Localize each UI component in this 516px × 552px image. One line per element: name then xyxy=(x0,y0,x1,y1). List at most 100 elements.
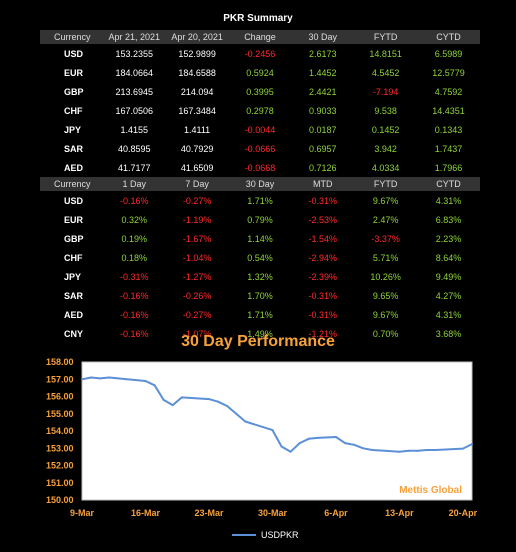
y-tick-label: 156.00 xyxy=(46,392,74,402)
table-cell: 0.3995 xyxy=(246,86,274,97)
x-tick-label: 23-Mar xyxy=(194,508,224,518)
column-header: Currency xyxy=(40,177,103,191)
data-point xyxy=(207,398,210,401)
data-point xyxy=(280,445,283,448)
table-cell: 12.5779 xyxy=(432,67,465,78)
table-cell: 8.64% xyxy=(435,252,462,263)
table-row: EUR 184.0664 184.6588 0.5924 1.4452 4.5452 12.… xyxy=(40,63,480,82)
table-cell: 1.7437 xyxy=(434,143,463,154)
data-point xyxy=(471,443,473,446)
table-cell: 9.49% xyxy=(435,271,462,282)
data-point xyxy=(461,447,464,450)
table-cell: 1.7966 xyxy=(434,162,463,173)
data-point xyxy=(90,376,93,379)
column-header: Apr 21, 2021 xyxy=(102,30,166,44)
table-cell: -0.16% xyxy=(120,195,149,206)
table-row: AED 41.7177 41.6509 -0.0668 0.7126 4.0334 1.79… xyxy=(40,158,480,177)
table-cell: -0.0668 xyxy=(244,162,276,173)
table-cell: 0.18% xyxy=(121,252,148,263)
table-cell: 1.4111 xyxy=(184,124,211,135)
column-header: CYTD xyxy=(417,177,480,191)
table-cell: -0.0044 xyxy=(244,124,276,135)
table-cell: -1.54% xyxy=(308,233,338,244)
rates-table-body: USD 153.2355 152.9899 -0.2456 2.6173 14.8151 6… xyxy=(40,44,480,196)
table-cell: -0.31% xyxy=(120,271,149,282)
table-cell: -1.07% xyxy=(182,328,212,339)
table-cell: -1.27% xyxy=(182,271,212,282)
table-cell: 41.6509 xyxy=(180,162,214,173)
table-cell: -2.94% xyxy=(308,252,338,263)
data-point xyxy=(316,436,319,439)
table-cell: -0.27% xyxy=(182,309,212,320)
x-tick-label: 13-Apr xyxy=(385,508,414,518)
table-cell: 1.32% xyxy=(247,271,273,282)
table-cell: 0.79% xyxy=(247,214,273,225)
table-cell: 9.67% xyxy=(372,195,399,206)
table-row: CHF 0.18% -1.04% 0.54% -2.94% 5.71% 8.64% xyxy=(40,248,480,267)
table-cell: 2.47% xyxy=(372,214,399,225)
table-cell: -0.16% xyxy=(120,290,149,301)
column-header: MTD xyxy=(291,177,355,191)
table-cell: -0.2456 xyxy=(244,48,276,59)
data-point xyxy=(398,450,401,453)
table-cell: -0.16% xyxy=(120,328,149,339)
table-cell: 214.094 xyxy=(180,86,214,97)
table-cell: -3.37% xyxy=(371,233,400,244)
table-cell: 152.9899 xyxy=(178,48,216,59)
table-cell: 1.14% xyxy=(247,233,273,244)
data-point xyxy=(180,396,183,399)
table-cell: 213.6945 xyxy=(115,86,154,97)
table-row: JPY 1.4155 1.4111 -0.0044 0.0187 0.1452 0.1343 xyxy=(40,120,480,139)
table-cell: 41.7177 xyxy=(117,162,151,173)
data-point xyxy=(407,449,410,452)
table-row: SAR -0.16% -0.26% 1.70% -0.31% 9.65% 4.27% xyxy=(40,286,480,305)
data-point xyxy=(371,448,374,451)
table-cell: -0.31% xyxy=(308,309,338,320)
data-point xyxy=(162,398,165,401)
table-cell: 14.8151 xyxy=(369,48,402,59)
table-cell: 1.4155 xyxy=(120,124,149,135)
currency-code: CNY xyxy=(64,328,84,339)
table-cell: 153.2355 xyxy=(115,48,154,59)
table-cell: 6.83% xyxy=(435,214,462,225)
table-cell: 5.71% xyxy=(372,252,399,263)
table-cell: 0.32% xyxy=(121,214,148,225)
column-header: Apr 20, 2021 xyxy=(165,30,229,44)
currency-code: JPY xyxy=(64,124,82,135)
table-cell: 4.0334 xyxy=(371,162,400,173)
currency-code: EUR xyxy=(64,214,84,225)
table-row: GBP 213.6945 214.094 0.3995 2.4421 -7.194 4.75… xyxy=(40,82,480,101)
data-point xyxy=(117,377,120,380)
watermark-text: Mettis Global xyxy=(399,485,462,496)
data-point xyxy=(81,378,83,381)
table-cell: 0.5924 xyxy=(246,67,274,78)
y-tick-label: 155.00 xyxy=(46,409,74,419)
table-cell: -2.39% xyxy=(308,271,338,282)
data-point xyxy=(153,384,156,387)
table-cell: 4.5452 xyxy=(371,67,400,78)
table-cell: 40.8595 xyxy=(117,143,151,154)
chart-title: 30 Day Performance xyxy=(181,333,335,350)
data-point xyxy=(217,400,220,403)
table-cell: 167.3484 xyxy=(178,105,216,116)
y-tick-label: 153.00 xyxy=(46,443,74,453)
table-row: CNY -0.16% -1.07% 1.49% -1.21% 0.70% 3.68% xyxy=(40,324,480,343)
currency-code: SAR xyxy=(64,290,84,301)
table-cell: 0.19% xyxy=(121,233,148,244)
table-cell: 2.23% xyxy=(435,233,462,244)
returns-table: Currency 1 Day 7 Day 30 Day MTD FYTD CYTD USD -… xyxy=(40,177,480,343)
column-header: FYTD xyxy=(354,177,418,191)
data-point xyxy=(235,412,238,415)
data-point xyxy=(144,379,147,382)
table-cell: 0.0187 xyxy=(309,124,337,135)
table-cell: 3.942 xyxy=(374,143,397,154)
data-point xyxy=(353,443,356,446)
line-chart: 150.00 151.00 152.00 153.00 154.00 155.00 156.… xyxy=(40,352,487,552)
data-point xyxy=(362,447,365,450)
x-tick-label: 20-Apr xyxy=(449,508,478,518)
data-point xyxy=(425,448,428,451)
currency-code: GBP xyxy=(64,233,84,244)
data-point xyxy=(334,436,337,439)
table-cell: 1.4452 xyxy=(309,67,337,78)
table-cell: -1.19% xyxy=(182,214,212,225)
